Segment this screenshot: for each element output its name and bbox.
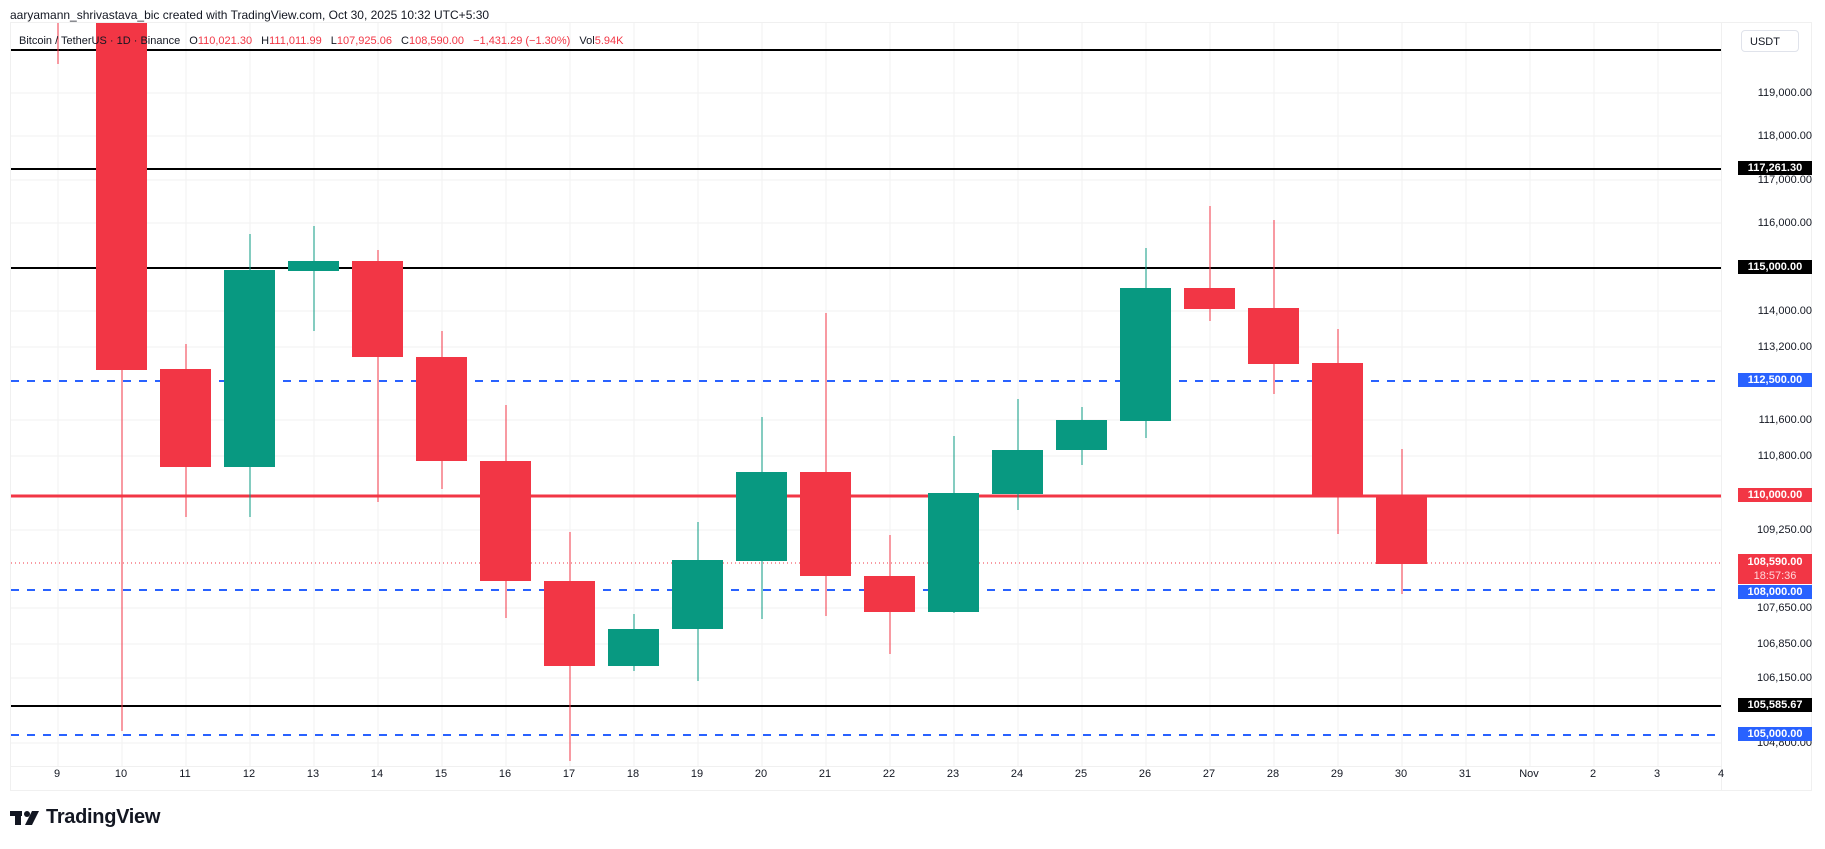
currency-selector[interactable]: USDT (1741, 30, 1799, 52)
low-value: 107,925.06 (336, 35, 392, 47)
time-label: 26 (1138, 768, 1152, 780)
time-label: 14 (370, 768, 384, 780)
time-label: 28 (1266, 768, 1280, 780)
change-value: −1,431.29 (−1.30%) (473, 35, 571, 47)
time-label: 25 (1074, 768, 1088, 780)
open-value: 110,021.30 (197, 35, 253, 47)
time-label: 29 (1330, 768, 1344, 780)
time-label: 21 (818, 768, 832, 780)
price-tick: 106,850.00 (1756, 638, 1812, 650)
candlestick-chart (11, 23, 1721, 766)
time-label: 3 (1653, 768, 1661, 780)
time-axis[interactable] (11, 766, 1721, 791)
tradingview-logo-text: TradingView (46, 806, 161, 828)
symbol-name[interactable]: Bitcoin / TetherUS · 1D · Binance (19, 35, 181, 47)
vol-label: Vol (579, 35, 595, 47)
time-label: 23 (946, 768, 960, 780)
time-label: 11 (179, 768, 191, 780)
time-label: 12 (242, 768, 256, 780)
price-tick: 116,000.00 (1757, 217, 1812, 229)
time-label: 31 (1458, 768, 1472, 780)
price-tick: 114,000.00 (1757, 305, 1812, 317)
price-tick: 119,000.00 (1757, 87, 1812, 99)
price-tick: 107,650.00 (1756, 602, 1812, 614)
high-label: H (261, 35, 270, 47)
open-label: O (189, 35, 198, 47)
price-tag-117261: 117,261.30 (1738, 161, 1812, 175)
low-label: L (330, 35, 337, 47)
tradingview-logo-icon (10, 810, 39, 825)
close-label: C (401, 35, 409, 47)
high-value: 111,011.99 (269, 35, 322, 47)
time-label: Nov (1519, 768, 1539, 780)
price-tag-110000: 110,000.00 (1738, 488, 1812, 502)
time-label: 27 (1202, 768, 1216, 780)
time-label: 19 (690, 768, 704, 780)
time-label: 9 (53, 768, 61, 780)
tradingview-logo[interactable]: TradingView (10, 806, 160, 829)
price-axis[interactable]: 119,000.00 118,000.00 117,000.00 116,000… (1721, 23, 1812, 790)
price-tick: 109,250.00 (1756, 524, 1812, 536)
price-tag-105585: 105,585.67 (1738, 698, 1812, 712)
price-tag-115000: 115,000.00 (1738, 260, 1812, 274)
time-label: 17 (562, 768, 576, 780)
price-tick: 113,200.00 (1757, 341, 1812, 353)
chart-credit: aaryamann_shrivastava_bic created with T… (10, 8, 490, 22)
price-tick: 118,000.00 (1757, 130, 1812, 142)
time-label: 20 (754, 768, 768, 780)
time-label: 22 (882, 768, 896, 780)
time-label: 2 (1589, 768, 1597, 780)
price-tag-112500: 112,500.00 (1738, 373, 1812, 387)
symbol-legend[interactable]: Bitcoin / TetherUS · 1D · Binance O110,0… (19, 35, 623, 47)
time-label: 24 (1010, 768, 1024, 780)
bar-countdown: 18:57:36 (1753, 570, 1797, 582)
time-label: 18 (626, 768, 640, 780)
time-label: 13 (306, 768, 320, 780)
price-tick: 111,600.00 (1758, 414, 1812, 426)
last-price: 108,590.00 (1747, 556, 1803, 568)
time-label: 15 (434, 768, 448, 780)
time-label: 4 (1717, 768, 1725, 780)
candles (57, 23, 1427, 761)
price-tick: 117,000.00 (1757, 174, 1812, 186)
vol-value: 5.94K (594, 35, 624, 47)
chart-frame: Bitcoin / TetherUS · 1D · Binance O110,0… (10, 22, 1812, 791)
close-value: 108,590.00 (408, 35, 465, 47)
time-label: 30 (1394, 768, 1408, 780)
plot-area[interactable]: Bitcoin / TetherUS · 1D · Binance O110,0… (11, 23, 1721, 766)
price-tag-108000: 108,000.00 (1738, 585, 1812, 599)
price-tick: 106,150.00 (1756, 672, 1812, 684)
price-tag-105000: 105,000.00 (1738, 727, 1812, 741)
time-label: 16 (498, 768, 512, 780)
last-price-tag: 108,590.00 18:57:36 (1738, 554, 1812, 584)
time-label: 10 (114, 768, 128, 780)
price-tick: 110,800.00 (1757, 450, 1812, 462)
